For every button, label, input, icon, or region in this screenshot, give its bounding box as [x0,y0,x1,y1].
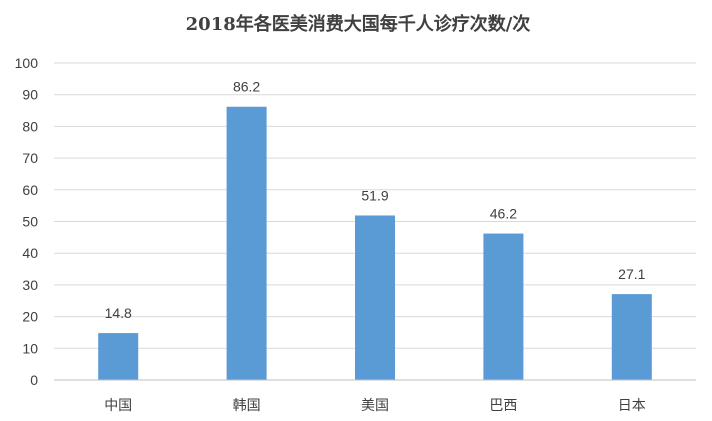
x-tick-label: 中国 [104,398,132,414]
y-tick-label: 90 [22,87,38,103]
bar [226,106,267,380]
y-tick-label: 50 [22,214,38,230]
y-tick-label: 10 [22,340,38,356]
y-tick-label: 0 [30,372,38,388]
data-label: 46.2 [490,206,517,222]
y-tick-label: 80 [22,118,38,134]
bar [483,233,524,380]
data-label: 51.9 [361,187,388,203]
bar [98,333,139,380]
y-tick-label: 20 [22,309,38,325]
data-label: 86.2 [233,79,260,95]
y-tick-label: 40 [22,245,38,261]
x-tick-label: 日本 [618,398,646,414]
x-tick-label: 韩国 [233,398,261,414]
y-tick-label: 70 [22,150,38,166]
y-tick-label: 30 [22,277,38,293]
x-tick-label: 美国 [361,398,389,414]
x-tick-label: 巴西 [489,398,517,414]
data-label: 27.1 [618,266,645,282]
x-axis: 中国 韩国 美国 巴西 日本 [54,379,696,414]
bar [355,215,395,380]
bars: 14.8 86.2 51.9 46.2 27.1 [98,79,652,380]
bar [611,294,652,380]
y-tick-label: 60 [22,182,38,198]
y-tick-label: 100 [15,55,39,71]
chart-title: 2018年各医美消费大国每千人诊疗次数/次 [186,13,531,35]
data-label: 14.8 [105,305,132,321]
y-axis: 0 10 20 30 40 50 60 70 80 90 100 [15,55,39,388]
